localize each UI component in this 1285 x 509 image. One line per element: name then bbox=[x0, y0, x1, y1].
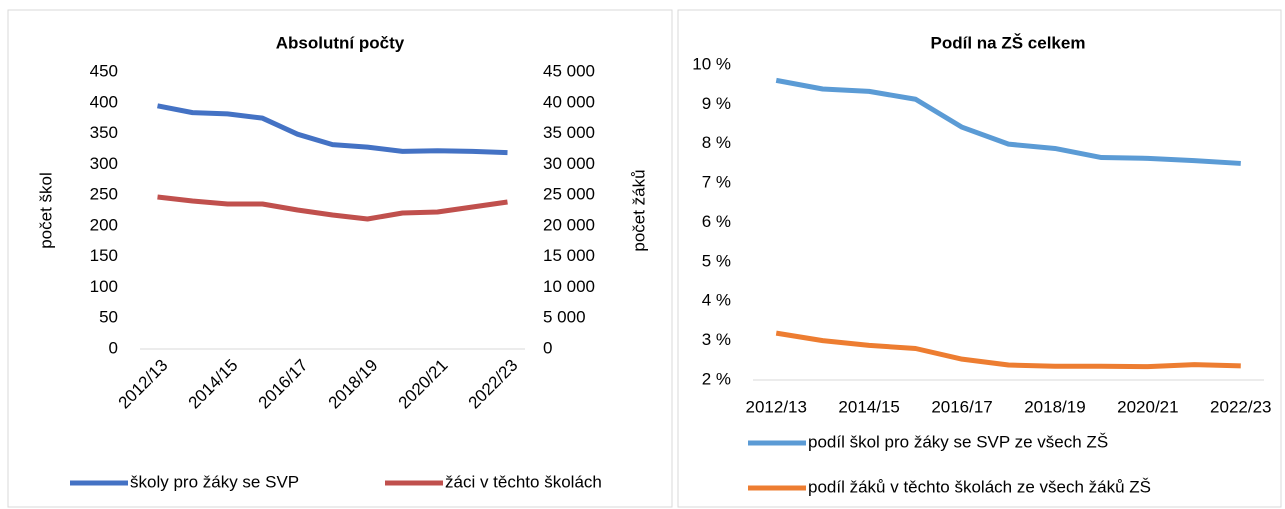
y-tick-label: 5 % bbox=[702, 251, 731, 270]
y-tick-label: 4 % bbox=[702, 291, 731, 310]
y2-tick-label: 5 000 bbox=[543, 308, 586, 327]
y2-tick-label: 15 000 bbox=[543, 246, 595, 265]
legend-label: podíl škol pro žáky se SVP ze všech ZŠ bbox=[808, 432, 1108, 451]
y-tick-label: 9 % bbox=[702, 94, 731, 113]
legend-label: školy pro žáky se SVP bbox=[130, 472, 299, 491]
line-series bbox=[157, 194, 508, 222]
y-axis-label: počet škol bbox=[36, 172, 55, 249]
chart-title: Absolutní počty bbox=[276, 33, 405, 52]
legend-label: žáci v těchto školách bbox=[445, 472, 602, 491]
chart-title: Podíl na ZŠ celkem bbox=[931, 33, 1086, 52]
panel-right bbox=[677, 9, 1282, 508]
x-tick-label: 2012/13 bbox=[746, 397, 807, 416]
y2-tick-label: 35 000 bbox=[543, 123, 595, 142]
y2-tick-label: 40 000 bbox=[543, 92, 595, 111]
line-series bbox=[775, 77, 1241, 166]
y2-tick-label: 45 000 bbox=[543, 61, 595, 80]
y-tick-label: 6 % bbox=[702, 212, 731, 231]
x-tick-label: 2020/21 bbox=[1117, 397, 1178, 416]
y-tick-label: 3 % bbox=[702, 330, 731, 349]
y2-tick-label: 20 000 bbox=[543, 215, 595, 234]
x-tick-label: 2018/19 bbox=[1024, 397, 1085, 416]
y2-tick-label: 0 bbox=[543, 338, 552, 357]
y-tick-label: 150 bbox=[90, 246, 118, 265]
y-tick-label: 200 bbox=[90, 215, 118, 234]
y-tick-label: 450 bbox=[90, 61, 118, 80]
y-tick-label: 400 bbox=[90, 92, 118, 111]
y-tick-label: 7 % bbox=[702, 173, 731, 192]
y2-axis-label: počet žáků bbox=[629, 169, 648, 251]
y-tick-label: 50 bbox=[99, 308, 118, 327]
y-tick-label: 350 bbox=[90, 123, 118, 142]
y2-tick-label: 30 000 bbox=[543, 154, 595, 173]
x-tick-label: 2016/17 bbox=[931, 397, 992, 416]
x-tick-label: 2014/15 bbox=[838, 397, 899, 416]
y-tick-label: 0 bbox=[109, 338, 118, 357]
y2-tick-label: 10 000 bbox=[543, 277, 595, 296]
x-tick-label: 2022/23 bbox=[1210, 397, 1271, 416]
y2-tick-label: 25 000 bbox=[543, 185, 595, 204]
line-series bbox=[775, 330, 1241, 370]
y-tick-label: 10 % bbox=[692, 54, 731, 73]
y-tick-label: 250 bbox=[90, 185, 118, 204]
y-tick-label: 8 % bbox=[702, 133, 731, 152]
line-series bbox=[157, 103, 508, 156]
y-tick-label: 2 % bbox=[702, 369, 731, 388]
y-tick-label: 100 bbox=[90, 277, 118, 296]
y-tick-label: 300 bbox=[90, 154, 118, 173]
panel-left bbox=[7, 9, 673, 508]
legend-label: podíl žáků v těchto školách ze všech žák… bbox=[808, 477, 1151, 496]
